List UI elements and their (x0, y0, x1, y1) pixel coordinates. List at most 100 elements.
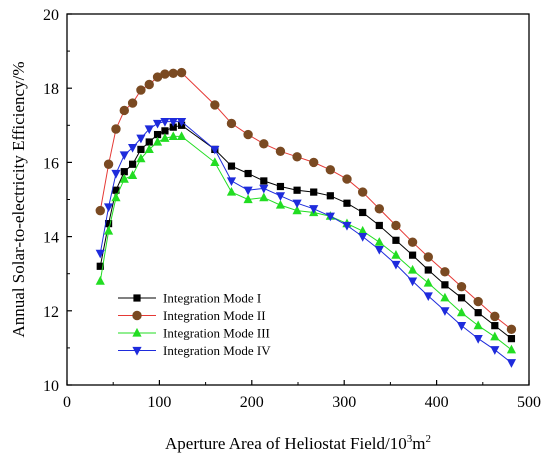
data-point (424, 266, 432, 274)
data-point (506, 324, 517, 335)
data-point (176, 117, 187, 127)
data-point (259, 184, 269, 194)
series-layer (95, 67, 517, 368)
data-point (226, 118, 237, 129)
legend-label: Integration Mode IV (163, 343, 271, 358)
data-point (226, 177, 237, 187)
x-tick-label: 400 (425, 394, 449, 411)
series-line (99, 72, 512, 330)
data-point (260, 177, 268, 185)
x-axis-title: Aperture Area of Heliostat Field/103m2 (165, 433, 431, 453)
x-axis-title-tail: m (412, 434, 425, 453)
legend-label: Integration Mode III (163, 326, 270, 341)
data-point (243, 129, 253, 140)
data-point (160, 133, 170, 142)
data-point (391, 220, 401, 231)
data-point (506, 344, 517, 354)
y-tick-label: 20 (43, 7, 59, 24)
data-point (243, 194, 253, 204)
data-point (119, 173, 129, 183)
data-point (127, 98, 138, 108)
data-point (136, 153, 146, 163)
data-point (152, 119, 163, 129)
legend-item: Integration Mode II (118, 308, 266, 323)
data-point (357, 187, 368, 197)
data-point (440, 292, 450, 302)
data-point (244, 169, 252, 178)
data-point (392, 236, 400, 244)
legend-item: Integration Mode III (118, 326, 270, 341)
data-point (342, 174, 352, 184)
data-point (95, 205, 105, 216)
legend-marker (132, 327, 142, 337)
data-point (103, 159, 114, 169)
data-point (408, 251, 417, 259)
data-point (169, 123, 177, 131)
data-point (374, 204, 385, 214)
series (95, 117, 517, 368)
data-point (325, 212, 335, 222)
y-tick-label: 18 (43, 81, 59, 98)
legend-marker (132, 346, 142, 356)
data-point (103, 203, 114, 213)
data-point (144, 125, 154, 135)
x-tick-label: 300 (332, 394, 356, 411)
data-point (136, 85, 146, 95)
data-point (210, 157, 220, 166)
data-point (111, 124, 121, 134)
x-tick-label: 0 (63, 394, 71, 411)
data-point (309, 205, 319, 214)
legend-marker (133, 294, 141, 302)
data-point (168, 131, 178, 141)
data-point (259, 192, 269, 202)
data-point (275, 199, 286, 209)
data-point (490, 346, 500, 355)
data-point (326, 192, 334, 200)
series (95, 67, 517, 335)
data-point (144, 144, 154, 154)
data-point (292, 205, 302, 215)
data-point (490, 331, 500, 341)
data-point (490, 311, 500, 322)
data-point (507, 335, 516, 343)
data-point (128, 170, 138, 179)
x-axis-title-sup: 3 (407, 433, 413, 445)
data-point (168, 68, 178, 79)
legend-item: Integration Mode IV (118, 343, 271, 358)
data-point (473, 296, 483, 307)
data-point (136, 134, 146, 144)
data-point (440, 267, 450, 277)
data-point (423, 292, 433, 302)
x-tick-label: 500 (517, 394, 541, 411)
x-tick-label: 200 (240, 394, 264, 411)
data-point (120, 168, 128, 176)
data-point (96, 262, 104, 270)
legend: Integration Mode I Integration Mode II Int… (118, 291, 271, 358)
data-point (441, 281, 449, 289)
data-point (210, 100, 220, 110)
data-point (176, 131, 187, 141)
data-point (491, 322, 499, 330)
data-point (309, 157, 319, 168)
data-point (457, 294, 466, 302)
data-point (210, 145, 220, 155)
data-point (473, 320, 483, 330)
data-point (112, 186, 120, 194)
y-tick-label: 14 (43, 230, 59, 247)
data-point (358, 233, 368, 242)
legend-label: Integration Mode I (163, 291, 261, 306)
series-line (99, 121, 512, 364)
data-point (407, 264, 418, 274)
data-point (128, 143, 138, 153)
series-line (99, 135, 512, 351)
data-point (152, 136, 163, 146)
data-point (226, 186, 237, 196)
data-point (423, 277, 433, 287)
data-point (374, 237, 384, 246)
data-point (168, 117, 178, 127)
y-axis: 10 12 14 16 18 20 (43, 7, 72, 395)
data-point (95, 249, 105, 259)
data-point (160, 69, 170, 79)
legend-label: Integration Mode II (163, 308, 266, 323)
